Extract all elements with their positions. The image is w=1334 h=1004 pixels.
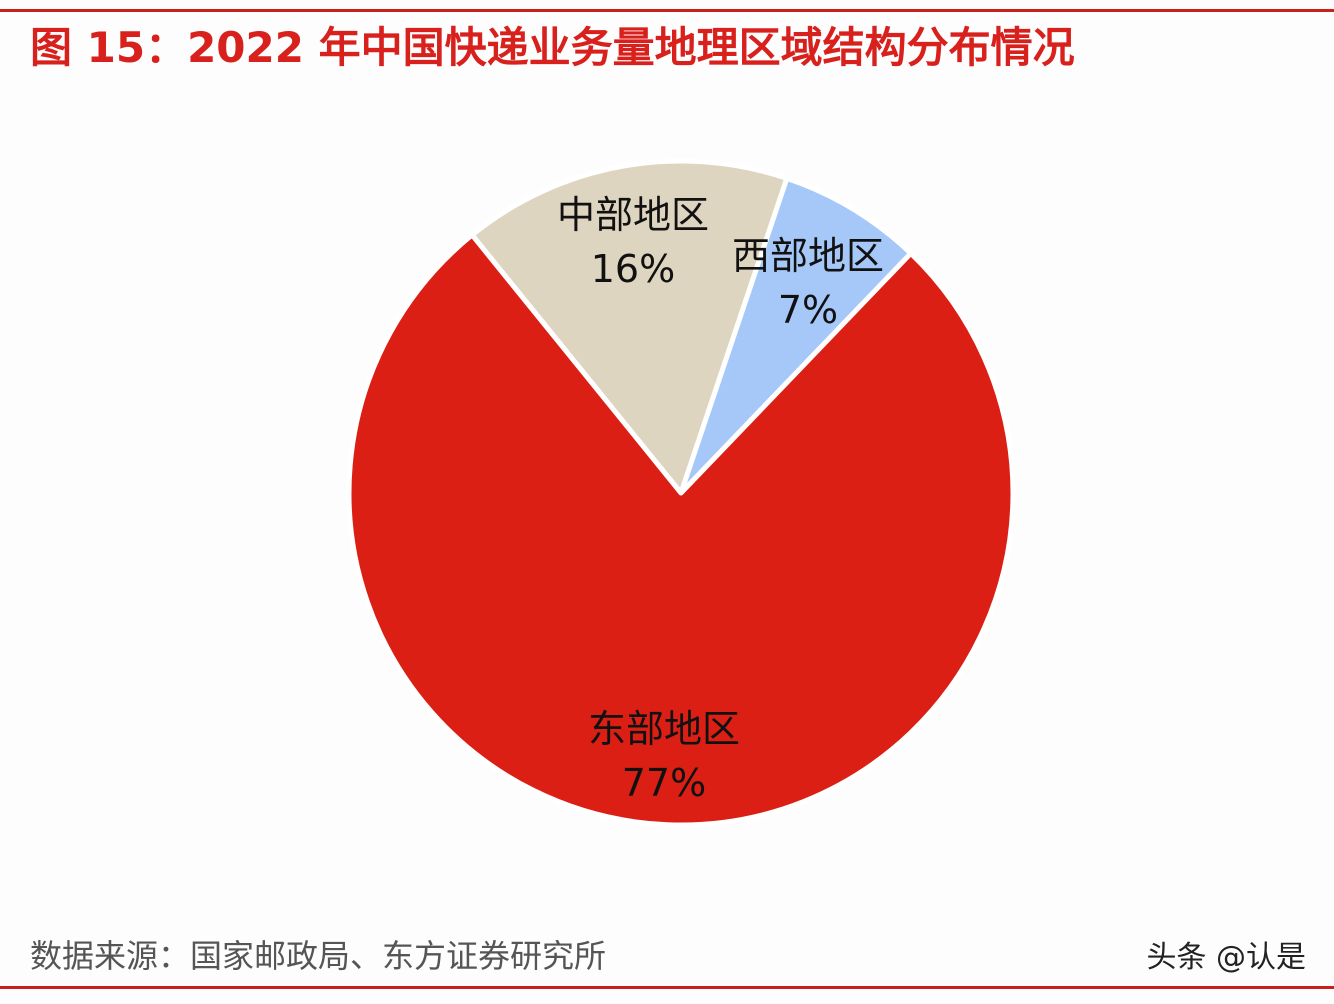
- slice-name: 中部地区: [556, 193, 710, 237]
- slice-name: 西部地区: [731, 234, 885, 278]
- slice-name: 东部地区: [587, 707, 741, 751]
- slice-label-western: 西部地区 7%: [732, 229, 884, 337]
- pie-slice: [678, 175, 914, 496]
- slice-percent: 16%: [590, 247, 676, 291]
- watermark: 头条 @认是: [1146, 940, 1306, 975]
- slice-percent: 7%: [777, 288, 839, 332]
- pie-slice: [346, 232, 1016, 828]
- chart-title: 图 15：2022 年中国快递业务量地理区域结构分布情况: [30, 23, 1075, 72]
- top-rule: [0, 9, 1334, 12]
- data-source-note: 数据来源：国家邮政局、东方证券研究所: [30, 937, 607, 975]
- slice-label-eastern: 东部地区 77%: [588, 702, 740, 810]
- bottom-rule: [0, 986, 1334, 989]
- slice-label-central: 中部地区 16%: [557, 188, 709, 296]
- slice-percent: 77%: [621, 761, 707, 805]
- pie-slices: [346, 158, 1016, 828]
